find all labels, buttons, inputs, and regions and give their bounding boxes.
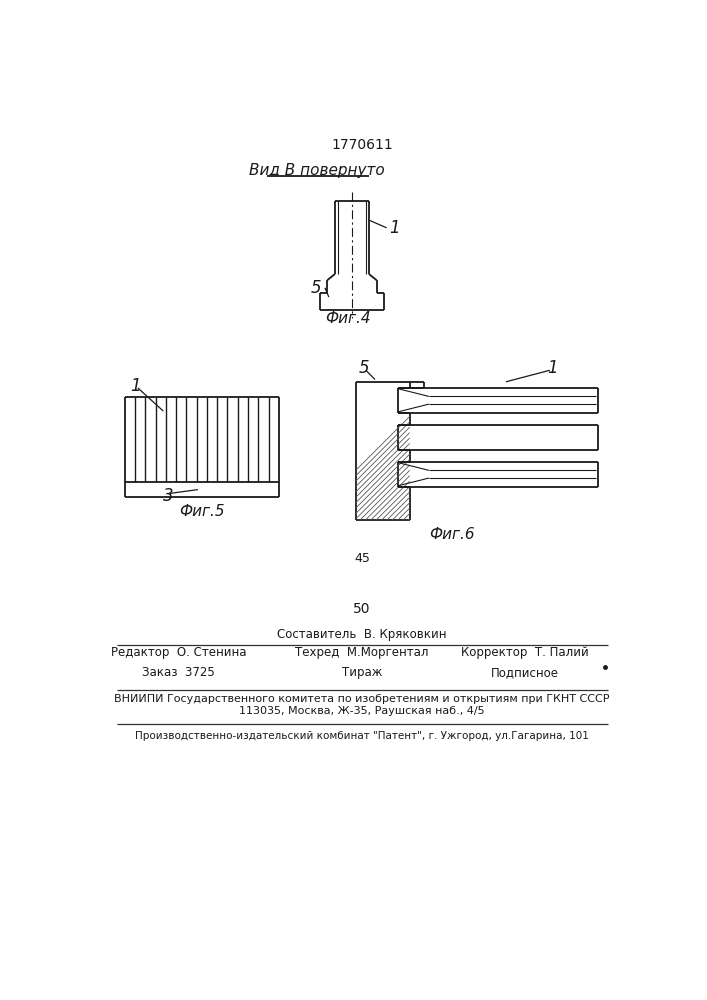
- Text: 1770611: 1770611: [331, 138, 393, 152]
- Text: Фиг.6: Фиг.6: [429, 527, 475, 542]
- Text: 113035, Москва, Ж-35, Раушская наб., 4/5: 113035, Москва, Ж-35, Раушская наб., 4/5: [239, 706, 485, 716]
- Text: Производственно-издательский комбинат "Патент", г. Ужгород, ул.Гагарина, 101: Производственно-издательский комбинат "П…: [135, 731, 589, 741]
- Bar: [356, 382, 409, 520]
- Text: Техред  М.Моргентал: Техред М.Моргентал: [296, 646, 428, 659]
- Text: 1: 1: [547, 359, 557, 377]
- Text: Фиг.5: Фиг.5: [179, 504, 225, 519]
- Text: Фиг.4: Фиг.4: [325, 311, 371, 326]
- Text: Заказ  3725: Заказ 3725: [142, 666, 215, 679]
- Text: 1: 1: [389, 219, 399, 237]
- Text: Редактор  О. Стенина: Редактор О. Стенина: [111, 646, 247, 659]
- Text: Тираж: Тираж: [341, 666, 382, 679]
- Text: 1: 1: [130, 377, 141, 395]
- Text: Корректор  Т. Палий: Корректор Т. Палий: [461, 646, 589, 659]
- Text: ВНИИПИ Государственного комитета по изобретениям и открытиям при ГКНТ СССР: ВНИИПИ Государственного комитета по изоб…: [115, 694, 609, 704]
- Text: 45: 45: [354, 552, 370, 565]
- Text: Составитель  В. Кряковкин: Составитель В. Кряковкин: [277, 628, 447, 641]
- Text: 5: 5: [310, 279, 321, 297]
- Text: 5: 5: [358, 359, 369, 377]
- Text: 3: 3: [163, 487, 174, 505]
- Text: Подписное: Подписное: [491, 666, 559, 679]
- Text: Вид В повернуто: Вид В повернуто: [250, 163, 385, 178]
- Text: 50: 50: [354, 602, 370, 616]
